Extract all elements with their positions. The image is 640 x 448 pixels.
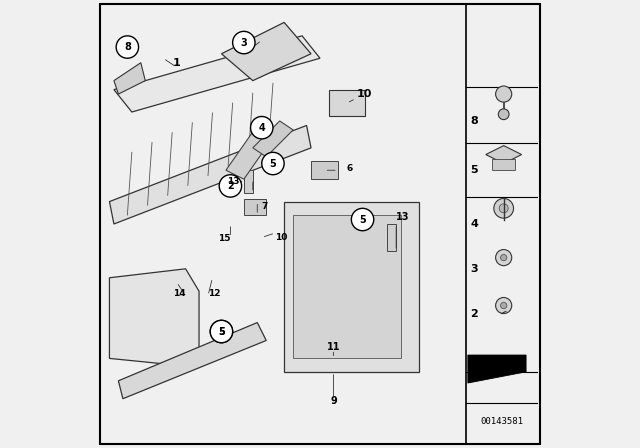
Text: 8: 8 xyxy=(470,116,478,126)
Text: 13: 13 xyxy=(227,177,239,186)
Bar xyxy=(244,170,253,193)
Polygon shape xyxy=(486,146,522,164)
Bar xyxy=(311,161,338,179)
Polygon shape xyxy=(109,269,199,367)
Text: 10: 10 xyxy=(357,89,372,99)
Text: 3: 3 xyxy=(470,264,477,274)
Circle shape xyxy=(499,109,509,120)
Circle shape xyxy=(351,208,374,231)
Polygon shape xyxy=(114,36,320,112)
Polygon shape xyxy=(293,215,401,358)
Circle shape xyxy=(500,302,507,309)
Circle shape xyxy=(500,254,507,261)
Text: 4: 4 xyxy=(259,123,265,133)
Bar xyxy=(244,199,266,215)
Text: 5: 5 xyxy=(218,327,225,336)
Circle shape xyxy=(495,297,512,314)
Circle shape xyxy=(495,250,512,266)
Text: 4: 4 xyxy=(470,219,478,229)
Bar xyxy=(493,159,515,170)
Text: 13: 13 xyxy=(396,212,410,222)
Text: 2: 2 xyxy=(470,309,478,319)
Text: 1: 1 xyxy=(173,58,180,68)
Polygon shape xyxy=(226,125,275,179)
Text: 5: 5 xyxy=(470,165,477,175)
Text: 00143581: 00143581 xyxy=(480,417,523,426)
Text: 15: 15 xyxy=(218,234,230,243)
Circle shape xyxy=(233,31,255,54)
Text: 5: 5 xyxy=(359,215,366,224)
Text: 8: 8 xyxy=(124,42,131,52)
Text: 14: 14 xyxy=(173,289,186,298)
Circle shape xyxy=(116,36,139,58)
Text: 2: 2 xyxy=(227,181,234,191)
Text: 6: 6 xyxy=(347,164,353,172)
Text: 10: 10 xyxy=(275,233,287,242)
Circle shape xyxy=(251,116,273,139)
Polygon shape xyxy=(118,323,266,399)
Text: 11: 11 xyxy=(326,342,340,352)
Polygon shape xyxy=(284,202,419,372)
Text: 12: 12 xyxy=(208,289,221,298)
Text: 3: 3 xyxy=(241,38,247,47)
Text: 7: 7 xyxy=(262,202,268,211)
Circle shape xyxy=(499,204,508,213)
Text: 5: 5 xyxy=(218,327,225,336)
Polygon shape xyxy=(253,121,293,157)
Circle shape xyxy=(220,175,242,197)
Circle shape xyxy=(211,320,233,343)
Circle shape xyxy=(494,198,513,218)
Text: 5: 5 xyxy=(269,159,276,168)
Circle shape xyxy=(495,86,512,102)
Polygon shape xyxy=(468,355,526,383)
Bar xyxy=(387,224,396,251)
Circle shape xyxy=(262,152,284,175)
Bar xyxy=(329,90,365,116)
Polygon shape xyxy=(114,63,145,94)
Text: 9: 9 xyxy=(330,396,337,406)
Polygon shape xyxy=(221,22,311,81)
Polygon shape xyxy=(109,125,311,224)
Circle shape xyxy=(211,320,233,343)
